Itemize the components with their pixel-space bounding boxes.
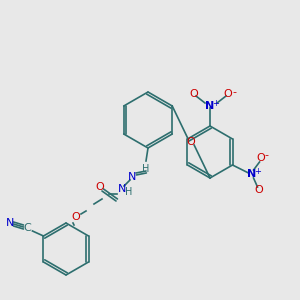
- Text: H: H: [125, 187, 133, 197]
- Text: O: O: [72, 212, 80, 222]
- Text: -: -: [232, 87, 236, 97]
- Text: N: N: [6, 218, 15, 228]
- Text: O: O: [190, 89, 198, 99]
- Text: O: O: [187, 137, 196, 147]
- Text: C: C: [24, 223, 32, 233]
- Text: O: O: [96, 182, 104, 192]
- Text: N: N: [247, 169, 256, 179]
- Text: N: N: [206, 101, 214, 111]
- Text: N: N: [118, 184, 126, 194]
- Text: +: +: [213, 98, 219, 107]
- Text: N: N: [128, 172, 136, 182]
- Text: +: +: [254, 167, 261, 176]
- Text: O: O: [224, 89, 232, 99]
- Text: O: O: [254, 185, 263, 195]
- Text: -: -: [265, 150, 268, 160]
- Text: O: O: [256, 153, 265, 163]
- Text: H: H: [142, 164, 150, 174]
